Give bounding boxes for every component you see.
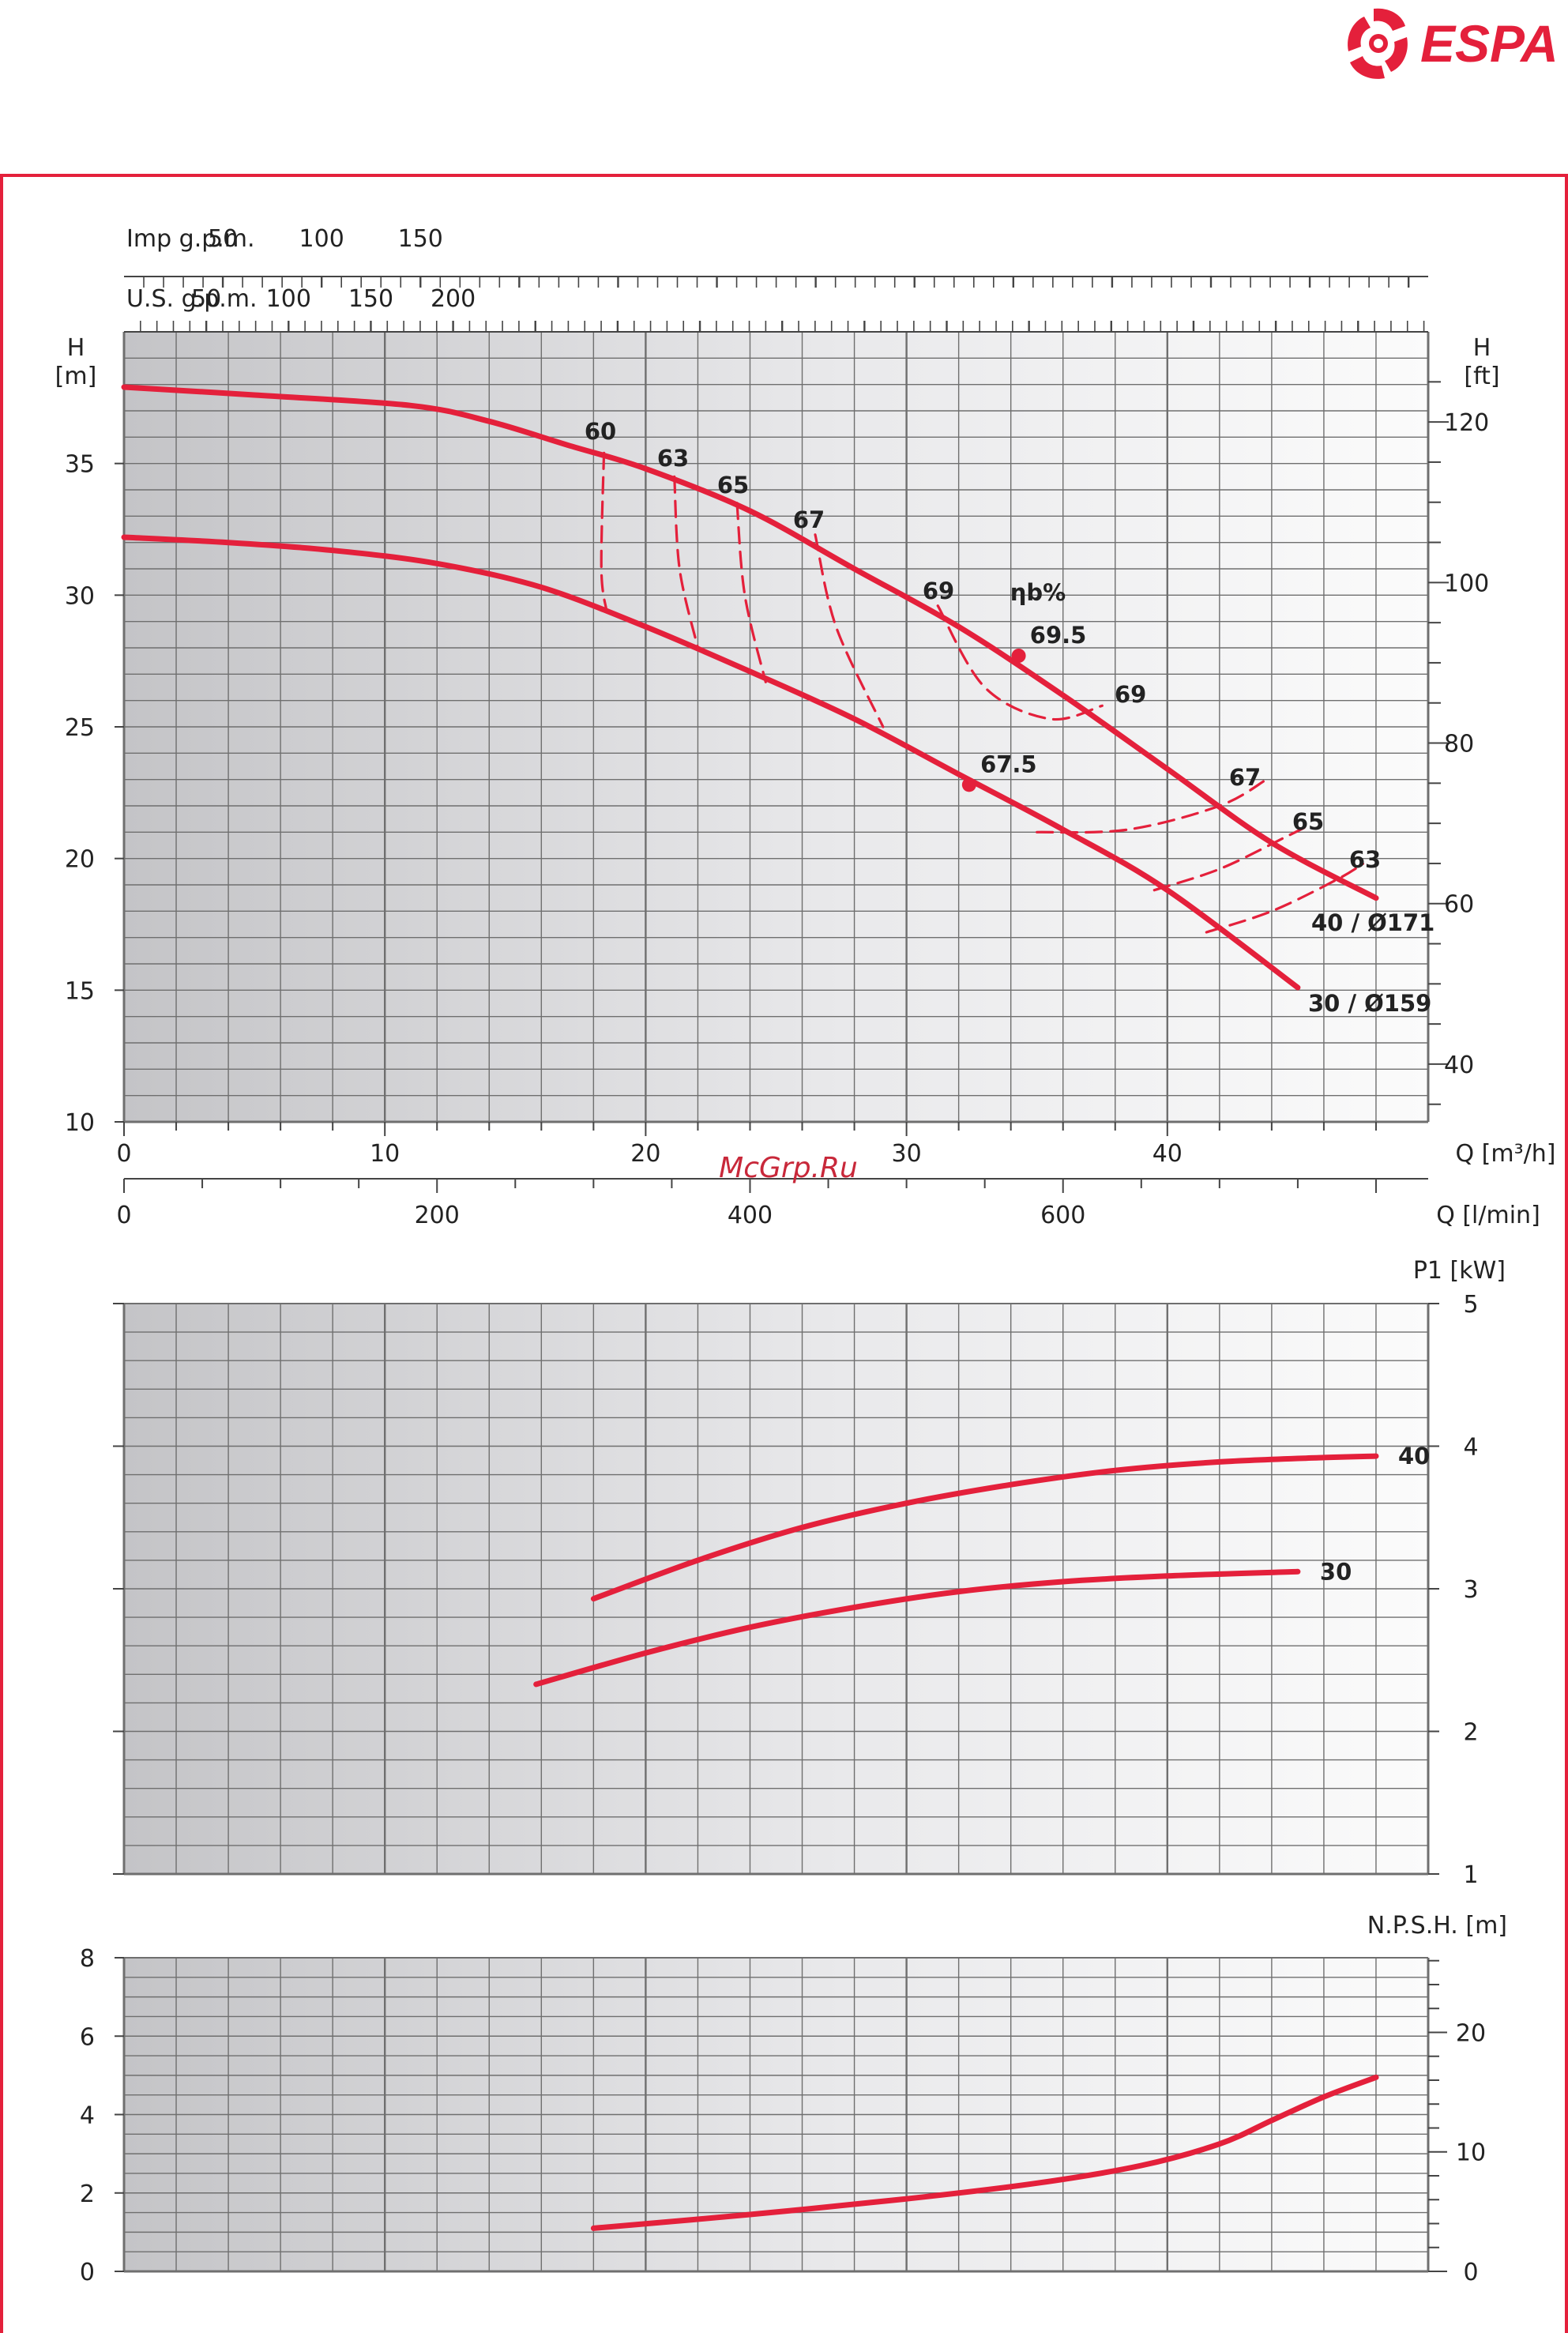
us-gpm-tick-label: 150: [348, 285, 393, 313]
head-y-tick-label: 25: [65, 714, 95, 742]
us-gpm-axis-title: U.S. g.p.m.: [126, 285, 258, 313]
npsh-y-tick-label: 2: [80, 2181, 95, 2208]
espa-swirl-icon: [1348, 8, 1408, 79]
q-m3h-tick-label: 0: [116, 1140, 131, 1168]
espa-logo: ESPA: [1348, 8, 1559, 79]
q-lmin-tick-label: 0: [116, 1202, 131, 1229]
head-ft-tick-label: 80: [1444, 731, 1474, 758]
head-series-label: 40 / Ø171: [1311, 909, 1435, 936]
imp-gpm-tick-label: 50: [208, 225, 238, 253]
q-lmin-tick-label: 400: [728, 1202, 773, 1229]
efficiency-label: 69: [923, 578, 954, 604]
npsh-ft-tick-label: 10: [1456, 2139, 1486, 2167]
q-m3h-tick-label: 40: [1152, 1140, 1183, 1168]
efficiency-label: 63: [1349, 846, 1381, 873]
power-series-label: 30: [1320, 1558, 1352, 1585]
head-y-tick-label: 10: [65, 1109, 95, 1137]
q-m3h-tick-label: 30: [892, 1140, 922, 1168]
efficiency-label: 65: [1292, 808, 1324, 835]
efficiency-label: 69: [1115, 681, 1146, 708]
efficiency-curve-63: [673, 475, 699, 649]
power-y-tick-label: 5: [1463, 1291, 1478, 1319]
power-series-label: 40: [1398, 1443, 1430, 1469]
efficiency-curve-69: [936, 604, 1104, 721]
head-curve-30: [121, 534, 1301, 991]
q-m3h-tick-label: 10: [370, 1140, 400, 1168]
npsh-ft-tick-label: 0: [1463, 2259, 1478, 2286]
imp-gpm-axis-title: Imp g.p.m.: [126, 225, 255, 253]
npsh-y-tick-label: 0: [80, 2259, 95, 2286]
imp-gpm-tick-label: 100: [299, 225, 344, 253]
us-gpm-tick-label: 200: [431, 285, 476, 313]
efficiency-curve-67: [1036, 778, 1268, 834]
chart-frame: [0, 174, 1568, 2333]
power-y-tick-label: 3: [1463, 1576, 1478, 1604]
npsh-y2-title: N.P.S.H. [m]: [1367, 1912, 1507, 1940]
efficiency-curve-67: [814, 533, 885, 728]
efficiency-curve-65: [1152, 822, 1312, 892]
npsh-y-tick-label: 4: [80, 2102, 95, 2130]
q-m3h-axis-title: Q [m³/h]: [1456, 1140, 1556, 1168]
head-ft-tick-label: 120: [1444, 409, 1489, 437]
head-y-title: H: [67, 334, 85, 362]
bep-point: [961, 777, 976, 792]
head-curve-40: [121, 384, 1379, 901]
efficiency-curve-63: [1205, 862, 1364, 934]
head-y-tick-label: 20: [65, 846, 95, 874]
q-lmin-axis-title: Q [l/min]: [1436, 1202, 1540, 1229]
head-ft-tick-label: 60: [1444, 891, 1474, 919]
q-lmin-tick-label: 600: [1040, 1202, 1085, 1229]
npsh-y-tick-label: 8: [80, 1945, 95, 1973]
efficiency-label: 67: [1229, 764, 1261, 791]
power-y-title: P1 [kW]: [1413, 1257, 1506, 1285]
espa-wordmark: ESPA: [1420, 14, 1559, 73]
head-ft-tick-label: 40: [1444, 1052, 1474, 1079]
power-y-tick-label: 4: [1463, 1434, 1478, 1462]
bep-point: [1011, 649, 1026, 663]
power-curve-30: [533, 1568, 1301, 1688]
q-m3h-tick-label: 20: [630, 1140, 660, 1168]
bep-label: 67.5: [980, 751, 1037, 777]
head-y-unit: [m]: [55, 363, 97, 390]
bep-label: 69.5: [1030, 622, 1087, 649]
efficiency-label: 65: [717, 472, 749, 499]
npsh-curve: [590, 2074, 1379, 2231]
npsh-y-tick-label: 6: [80, 2023, 95, 2051]
efficiency-curve-65: [735, 502, 767, 683]
efficiency-axis-label: ηb%: [1010, 579, 1066, 606]
efficiency-label: 63: [657, 445, 689, 472]
head-series-label: 30 / Ø159: [1308, 990, 1431, 1017]
power-curve-40: [590, 1453, 1379, 1602]
imp-gpm-tick-label: 150: [398, 225, 443, 253]
head-y-tick-label: 35: [65, 451, 95, 479]
us-gpm-tick-label: 100: [266, 285, 311, 313]
head-y2-unit: [ft]: [1464, 363, 1499, 390]
head-y2-title: H: [1473, 334, 1491, 362]
efficiency-curve-60: [600, 451, 608, 612]
power-y-tick-label: 1: [1463, 1861, 1478, 1889]
us-gpm-tick-label: 50: [191, 285, 221, 313]
npsh-ft-tick-label: 20: [1456, 2019, 1486, 2047]
q-lmin-tick-label: 200: [415, 1202, 460, 1229]
power-y-tick-label: 2: [1463, 1719, 1478, 1747]
efficiency-label: 67: [793, 506, 825, 533]
watermark-text: McGrp.Ru: [719, 1152, 858, 1184]
head-y-tick-label: 30: [65, 582, 95, 610]
head-ft-tick-label: 100: [1444, 570, 1489, 597]
head-y-tick-label: 15: [65, 977, 95, 1005]
efficiency-label: 60: [585, 418, 616, 445]
